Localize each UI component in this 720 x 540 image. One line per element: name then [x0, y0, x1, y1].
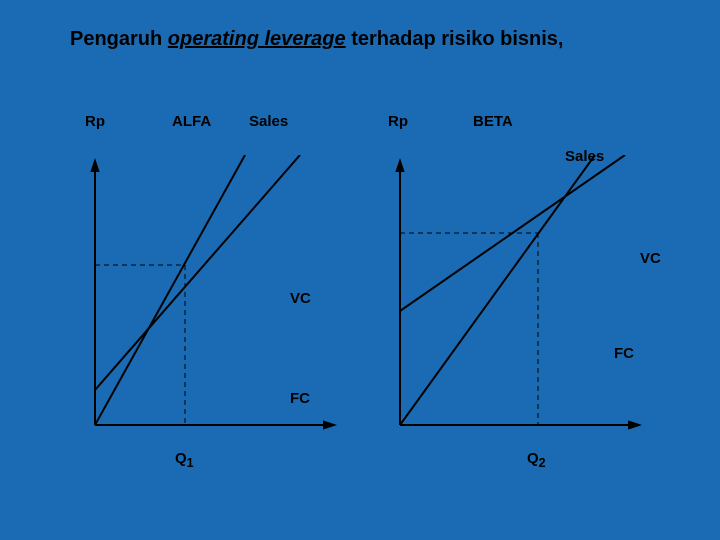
label-rp-right: Rp — [388, 113, 408, 130]
title-italic: operating leverage — [168, 28, 346, 50]
label-q2-sub: 2 — [539, 456, 546, 470]
label-sales-left: Sales — [249, 113, 288, 130]
label-beta: BETA — [473, 113, 513, 130]
title-prefix: Pengaruh — [70, 28, 168, 50]
slide: Pengaruh operating leverage terhadap ris… — [0, 0, 720, 540]
label-alfa: ALFA — [172, 113, 211, 130]
chart-alfa — [90, 155, 350, 455]
slide-title: Pengaruh operating leverage terhadap ris… — [70, 28, 680, 51]
chart-beta — [395, 155, 675, 455]
label-q1-sub: 1 — [187, 456, 194, 470]
title-suffix: terhadap risiko bisnis, — [346, 28, 564, 50]
label-rp-left: Rp — [85, 113, 105, 130]
